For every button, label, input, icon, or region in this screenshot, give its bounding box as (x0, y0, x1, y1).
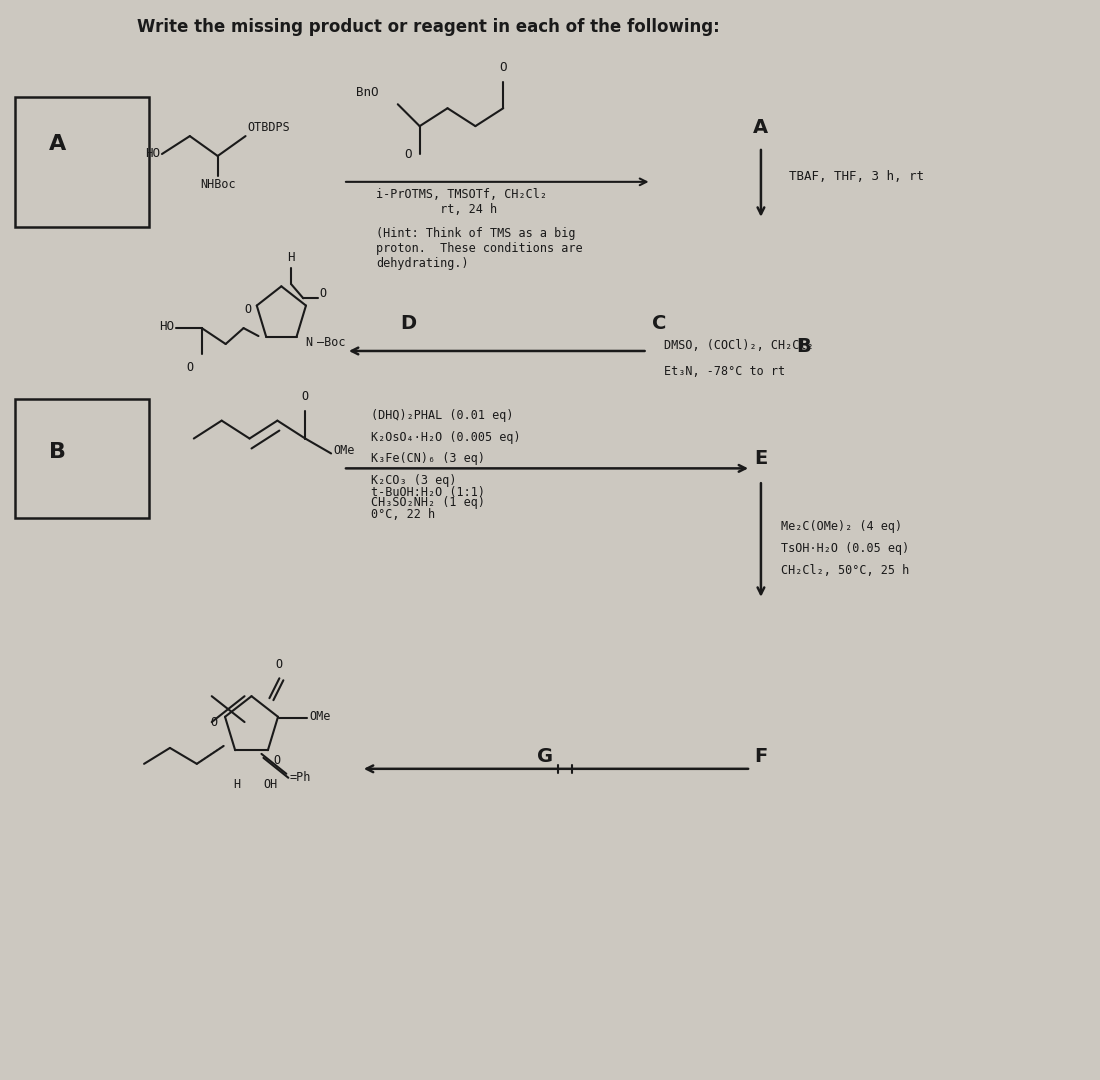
Text: NHBoc: NHBoc (200, 178, 235, 191)
Text: K₂OsO₄·H₂O (0.005 eq): K₂OsO₄·H₂O (0.005 eq) (371, 431, 520, 444)
Text: H: H (233, 778, 240, 791)
Text: D: D (400, 313, 417, 333)
Text: O: O (186, 361, 194, 374)
Text: CH₂Cl₂, 50°C, 25 h: CH₂Cl₂, 50°C, 25 h (781, 564, 909, 577)
Text: O: O (244, 302, 251, 315)
Bar (14, 399, 149, 518)
Text: B: B (50, 443, 66, 462)
Text: OMe: OMe (309, 710, 331, 723)
Text: N: N (305, 336, 312, 349)
Text: O: O (499, 62, 507, 75)
Text: O: O (276, 659, 283, 672)
Text: Et₃N, -78°C to rt: Et₃N, -78°C to rt (664, 365, 785, 378)
Text: BnO: BnO (356, 86, 378, 99)
Text: O: O (319, 287, 327, 300)
Text: O: O (274, 754, 280, 767)
Text: 0°C, 22 h: 0°C, 22 h (371, 509, 435, 522)
Text: (DHQ)₂PHAL (0.01 eq): (DHQ)₂PHAL (0.01 eq) (371, 408, 514, 421)
Text: Me₂C(OMe)₂ (4 eq): Me₂C(OMe)₂ (4 eq) (781, 521, 902, 534)
Bar (14, 97, 149, 227)
Text: OTBDPS: OTBDPS (248, 121, 290, 134)
Text: K₃Fe(CN)₆ (3 eq): K₃Fe(CN)₆ (3 eq) (371, 453, 485, 465)
Text: H: H (287, 252, 295, 265)
Text: B: B (796, 337, 811, 355)
Text: O: O (210, 716, 218, 729)
Text: =Ph: =Ph (289, 771, 310, 784)
Text: CH₃SO₂NH₂ (1 eq): CH₃SO₂NH₂ (1 eq) (371, 496, 485, 510)
Text: TsOH·H₂O (0.05 eq): TsOH·H₂O (0.05 eq) (781, 542, 909, 555)
Text: OMe: OMe (333, 444, 354, 457)
Text: i-PrOTMS, TMSOTf, CH₂Cl₂
         rt, 24 h: i-PrOTMS, TMSOTf, CH₂Cl₂ rt, 24 h (376, 188, 547, 216)
Text: DMSO, (COCl)₂, CH₂Cl₂: DMSO, (COCl)₂, CH₂Cl₂ (664, 339, 814, 352)
Text: HO: HO (145, 148, 160, 161)
Text: K₂CO₃ (3 eq): K₂CO₃ (3 eq) (371, 474, 456, 487)
Text: Write the missing product or reagent in each of the following:: Write the missing product or reagent in … (138, 17, 719, 36)
Text: G: G (537, 747, 553, 767)
Text: (Hint: Think of TMS as a big
proton.  These conditions are
dehydrating.): (Hint: Think of TMS as a big proton. The… (376, 227, 583, 270)
Text: A: A (48, 134, 66, 154)
Text: E: E (755, 449, 768, 468)
Text: TBAF, THF, 3 h, rt: TBAF, THF, 3 h, rt (789, 171, 924, 184)
Text: F: F (755, 747, 768, 767)
Text: A: A (754, 118, 769, 137)
Text: t-BuOH:H₂O (1:1): t-BuOH:H₂O (1:1) (371, 486, 485, 499)
Text: —Boc: —Boc (317, 336, 345, 349)
Text: O: O (301, 390, 309, 403)
Text: OH: OH (264, 778, 277, 791)
Text: C: C (652, 313, 667, 333)
Text: O: O (404, 148, 411, 161)
Text: HO: HO (158, 320, 174, 333)
